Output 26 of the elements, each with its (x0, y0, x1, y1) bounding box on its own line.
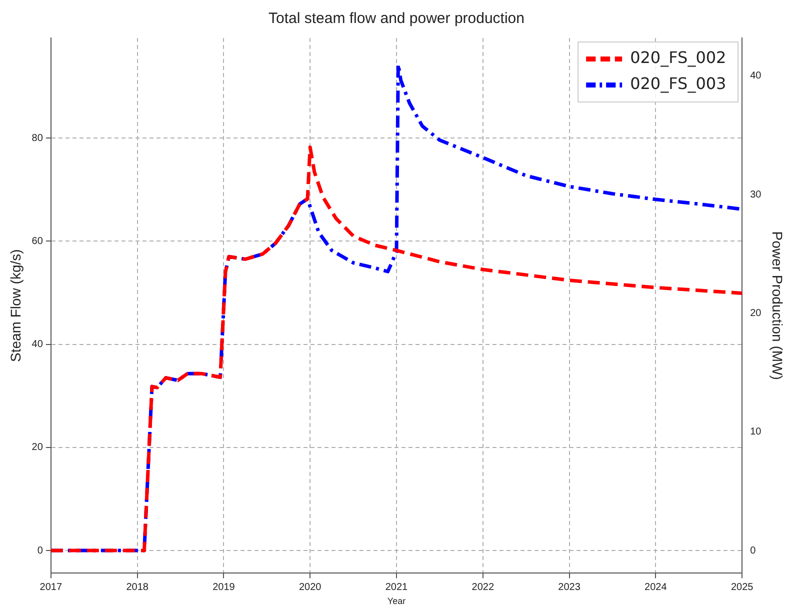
line-series (50, 146, 742, 552)
x-tick-label: 2019 (212, 582, 236, 593)
y2-tick-label: 10 (750, 426, 762, 438)
x-tick-label: 2017 (40, 582, 62, 593)
y-tick-label: 0 (37, 545, 44, 556)
chart-title: Total steam flow and power production (268, 10, 524, 28)
y-tick-label: 60 (32, 236, 44, 247)
y2-tick-label: 30 (750, 189, 762, 200)
x-tick-label: 2025 (730, 582, 754, 593)
x-axis-title: Year (387, 596, 406, 606)
legend-label: 020_FS_003 (630, 74, 726, 94)
x-tick-label: 2022 (472, 582, 494, 593)
x-tick-label: 2023 (558, 582, 581, 593)
legend-label: 020_FS_002 (630, 48, 726, 68)
x-tick-label: 2021 (385, 582, 408, 593)
x-tick-label: 2020 (298, 582, 322, 593)
x-tick-label: 2024 (644, 582, 668, 593)
y2-tick-label: 20 (750, 308, 762, 320)
y-axis-title: Steam Flow (kg/s) (7, 249, 24, 362)
y2-axis-title: Power Production (MW) (770, 231, 786, 380)
y-tick-label: 20 (32, 442, 44, 454)
y2-tick-label: 0 (750, 545, 756, 556)
y-tick-label: 40 (32, 339, 44, 350)
y2-tick-label: 40 (750, 70, 762, 82)
y-tick-label: 80 (32, 132, 44, 144)
x-tick-label: 2018 (126, 582, 149, 593)
